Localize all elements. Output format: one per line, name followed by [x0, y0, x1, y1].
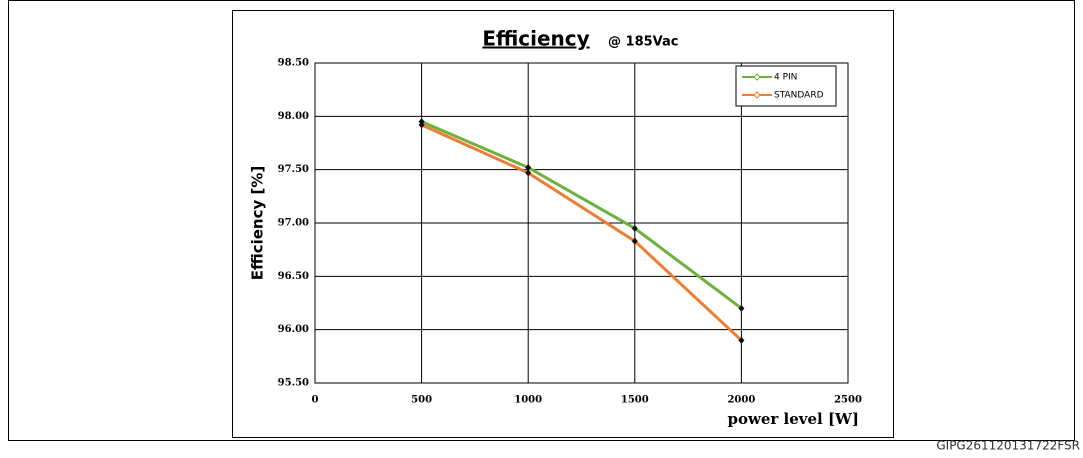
series-line: [421, 120, 743, 310]
data-point: [525, 164, 532, 172]
data-point: [418, 121, 425, 129]
y-tick-label: 96.50: [278, 271, 309, 282]
x-axis-label: power level [W]: [727, 410, 859, 428]
y-tick-label: 98.50: [278, 58, 309, 69]
series-line: [420, 123, 743, 342]
y-tick-label: 95.50: [278, 378, 309, 389]
data-point: [738, 304, 745, 312]
legend-marker: [753, 91, 761, 99]
data-point: [738, 336, 745, 344]
data-point: [631, 224, 638, 232]
legend-label: STANDARD: [774, 91, 824, 101]
y-tick-label: 98.00: [278, 111, 309, 122]
legend-label: 4 PIN: [774, 73, 797, 83]
x-tick-label: 2500: [834, 395, 862, 406]
data-point: [525, 169, 532, 177]
x-tick-label: 0: [312, 395, 319, 406]
x-tick-label: 1500: [621, 395, 649, 406]
footnote: GIPG261120131722FSR: [936, 439, 1080, 453]
y-tick-label: 97.00: [278, 218, 309, 229]
y-tick-label: 96.00: [278, 324, 309, 335]
x-tick-label: 1000: [514, 395, 542, 406]
y-axis-label: Efficiency [%]: [249, 166, 267, 281]
legend-marker: [753, 73, 761, 81]
x-tick-label: 500: [411, 395, 432, 406]
x-tick-label: 2000: [727, 395, 755, 406]
chart-subtitle: @ 185Vac: [608, 35, 679, 50]
chart-title: Efficiency: [482, 27, 589, 51]
legend-box: [735, 65, 837, 107]
data-point: [631, 237, 638, 245]
y-tick-label: 97.50: [278, 164, 309, 175]
outer-frame: [8, 0, 1075, 441]
